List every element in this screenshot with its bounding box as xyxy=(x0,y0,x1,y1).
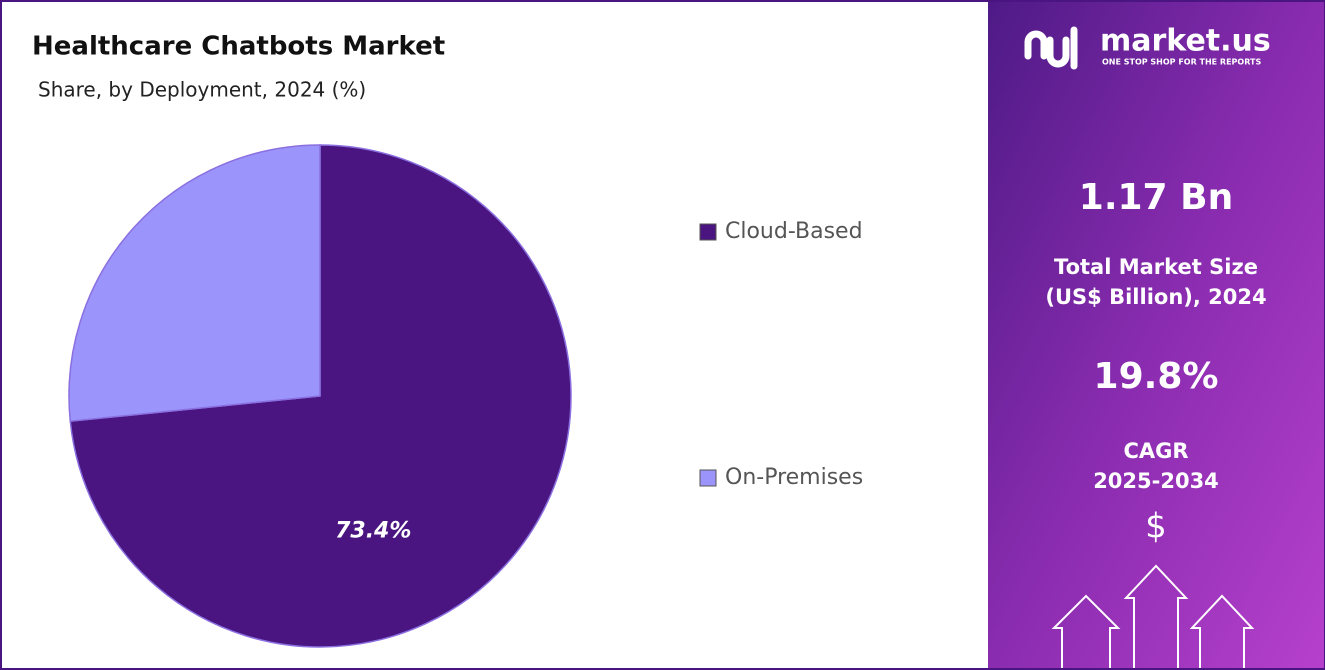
legend-label: On-Premises xyxy=(725,465,863,490)
pie-slice xyxy=(68,144,321,423)
chart-title: Healthcare Chatbots Market xyxy=(32,32,445,62)
logo-icon xyxy=(1024,26,1078,70)
tagline: ONE STOP SHOP FOR THE REPORTS xyxy=(1102,58,1261,67)
legend-swatch xyxy=(699,469,717,487)
market-size-label: (US$ Billion), 2024 xyxy=(1045,285,1266,309)
side-panel xyxy=(988,2,1324,668)
currency-icon: $ xyxy=(1145,507,1167,547)
chart-subtitle: Share, by Deployment, 2024 (%) xyxy=(38,78,366,102)
cagr: 19.8% xyxy=(1094,356,1219,397)
cagr-label: CAGR xyxy=(1123,439,1188,463)
market-size-label: Total Market Size xyxy=(1054,255,1258,279)
data-label: 73.4% xyxy=(335,518,411,543)
legend-swatch xyxy=(699,223,717,241)
market-size: 1.17 Bn xyxy=(1079,177,1233,218)
cagr-label: 2025-2034 xyxy=(1093,469,1219,493)
legend-label: Cloud-Based xyxy=(725,219,863,244)
arrows xyxy=(1051,564,1255,668)
brand: market.us xyxy=(1100,24,1271,59)
logo: market.us ONE STOP SHOP FOR THE REPORTS xyxy=(1024,24,1271,70)
